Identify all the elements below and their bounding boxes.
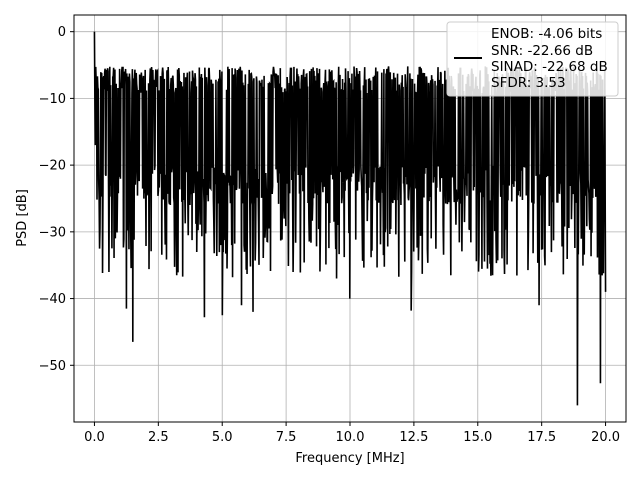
y-tick-label: −40 xyxy=(39,292,66,307)
x-tick-label: 20.0 xyxy=(591,430,620,445)
x-tick-label: 0.0 xyxy=(84,430,105,445)
y-axis: 0 −10 −20 −30 −40 −50 xyxy=(39,25,74,374)
x-tick-label: 12.5 xyxy=(399,430,428,445)
x-tick-label: 17.5 xyxy=(527,430,556,445)
legend: ENOB: -4.06 bits SNR: -22.66 dB SINAD: -… xyxy=(446,21,619,97)
y-tick-label: −10 xyxy=(39,92,66,107)
x-tick-label: 15.0 xyxy=(463,430,492,445)
y-axis-label: PSD [dB] xyxy=(15,189,30,247)
x-tick-label: 5.0 xyxy=(212,430,233,445)
y-tick-label: −20 xyxy=(39,159,66,174)
legend-entry-enob: ENOB: -4.06 bits xyxy=(491,26,602,42)
x-tick-label: 7.5 xyxy=(276,430,297,445)
legend-entry-snr: SNR: -22.66 dB xyxy=(491,43,593,59)
plot-area xyxy=(93,31,607,406)
legend-entry-sfdr: SFDR: 3.53 xyxy=(491,75,566,91)
x-tick-label: 10.0 xyxy=(336,430,365,445)
legend-entry-sinad: SINAD: -22.68 dB xyxy=(491,59,608,75)
x-axis-label: Frequency [MHz] xyxy=(295,451,404,466)
x-tick-label: 2.5 xyxy=(148,430,169,445)
y-tick-label: 0 xyxy=(58,25,66,40)
psd-series-line xyxy=(93,31,607,406)
legend-box xyxy=(446,21,619,97)
y-tick-label: −50 xyxy=(39,359,66,374)
x-axis: 0.0 2.5 5.0 7.5 10.0 12.5 15.0 17.5 20.0 xyxy=(84,422,620,445)
y-tick-label: −30 xyxy=(39,225,66,240)
